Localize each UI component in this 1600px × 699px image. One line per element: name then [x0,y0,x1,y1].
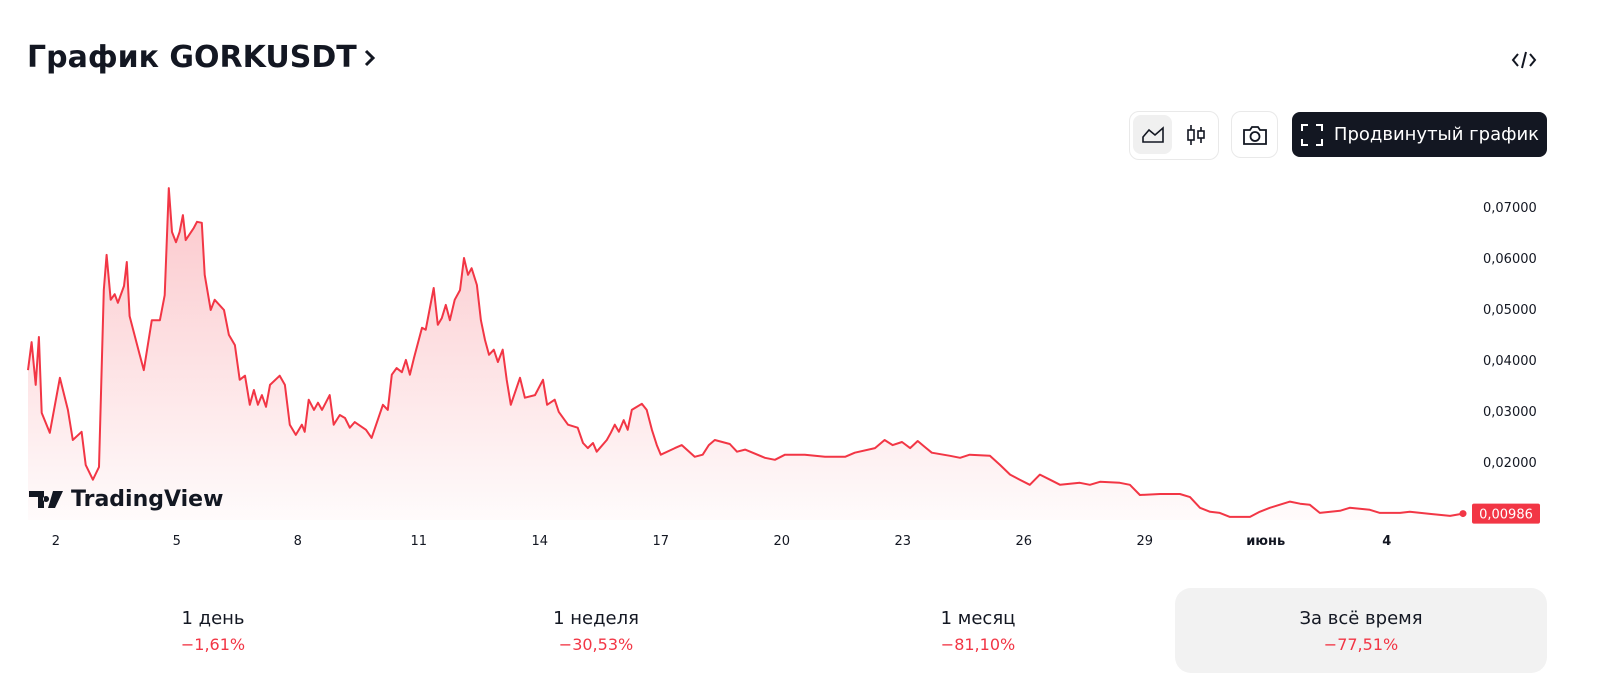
period-card[interactable]: 1 месяц −81,10% [792,588,1164,673]
y-tick-label: 0,06000 [1483,252,1537,267]
header[interactable]: График GORKUSDT [27,40,377,75]
x-tick-label: июнь [1246,534,1285,549]
advanced-chart-button[interactable]: Продвинутый график [1292,112,1547,157]
last-point [1459,510,1467,518]
x-tick-label: 29 [1137,534,1154,549]
x-tick-label: 2 [52,534,60,549]
y-tick-label: 0,05000 [1483,303,1537,318]
price-area [28,188,1463,520]
watermark-text: TradingView [71,487,223,512]
x-tick-label: 8 [294,534,302,549]
period-label: 1 неделя [553,608,639,629]
period-card[interactable]: 1 день −1,61% [27,588,399,673]
chart: TradingView 0,02000 0,03000 0,04000 0,05000… [27,187,1540,549]
page-title: График GORKUSDT [27,40,357,75]
watermark: TradingView [29,487,223,512]
x-tick-label: 5 [173,534,181,549]
area-chart-button[interactable] [1133,115,1172,154]
x-tick-label: 23 [895,534,912,549]
period-card[interactable]: 1 неделя −30,53% [410,588,782,673]
x-tick-label: 26 [1016,534,1033,549]
y-tick-label: 0,02000 [1483,456,1537,471]
area-icon [1141,125,1164,143]
period-change: −30,53% [558,635,634,654]
period-label: За всё время [1299,608,1423,629]
y-tick-label: 0,07000 [1483,201,1537,216]
x-tick-label: 17 [653,534,670,549]
period-label: 1 месяц [940,608,1016,629]
x-tick-label: 11 [411,534,428,549]
chart-type-group [1129,111,1219,160]
price-line [27,187,1464,518]
candle-icon [1186,124,1205,145]
expand-icon [1300,123,1323,146]
period-label: 1 день [181,608,245,629]
x-tick-label: 20 [774,534,791,549]
chevron-icon [364,49,375,66]
x-tick-label: 14 [532,534,549,549]
period-change: −1,61% [180,635,246,654]
embed-icon[interactable] [1510,49,1538,71]
period-card[interactable]: За всё время −77,51% [1175,588,1547,673]
y-tick-label: 0,04000 [1483,354,1537,369]
period-change: −81,10% [940,635,1016,654]
camera-icon [1242,125,1267,145]
x-tick-label: 4 [1382,534,1391,549]
price-tag-label: 0,00986 [1479,508,1533,523]
period-change: −77,51% [1323,635,1399,654]
price-tag [1472,503,1540,524]
candle-chart-button[interactable] [1176,115,1215,154]
screenshot-button[interactable] [1231,111,1278,158]
y-tick-label: 0,03000 [1483,405,1537,420]
advanced-chart-label: Продвинутый график [1333,124,1540,145]
